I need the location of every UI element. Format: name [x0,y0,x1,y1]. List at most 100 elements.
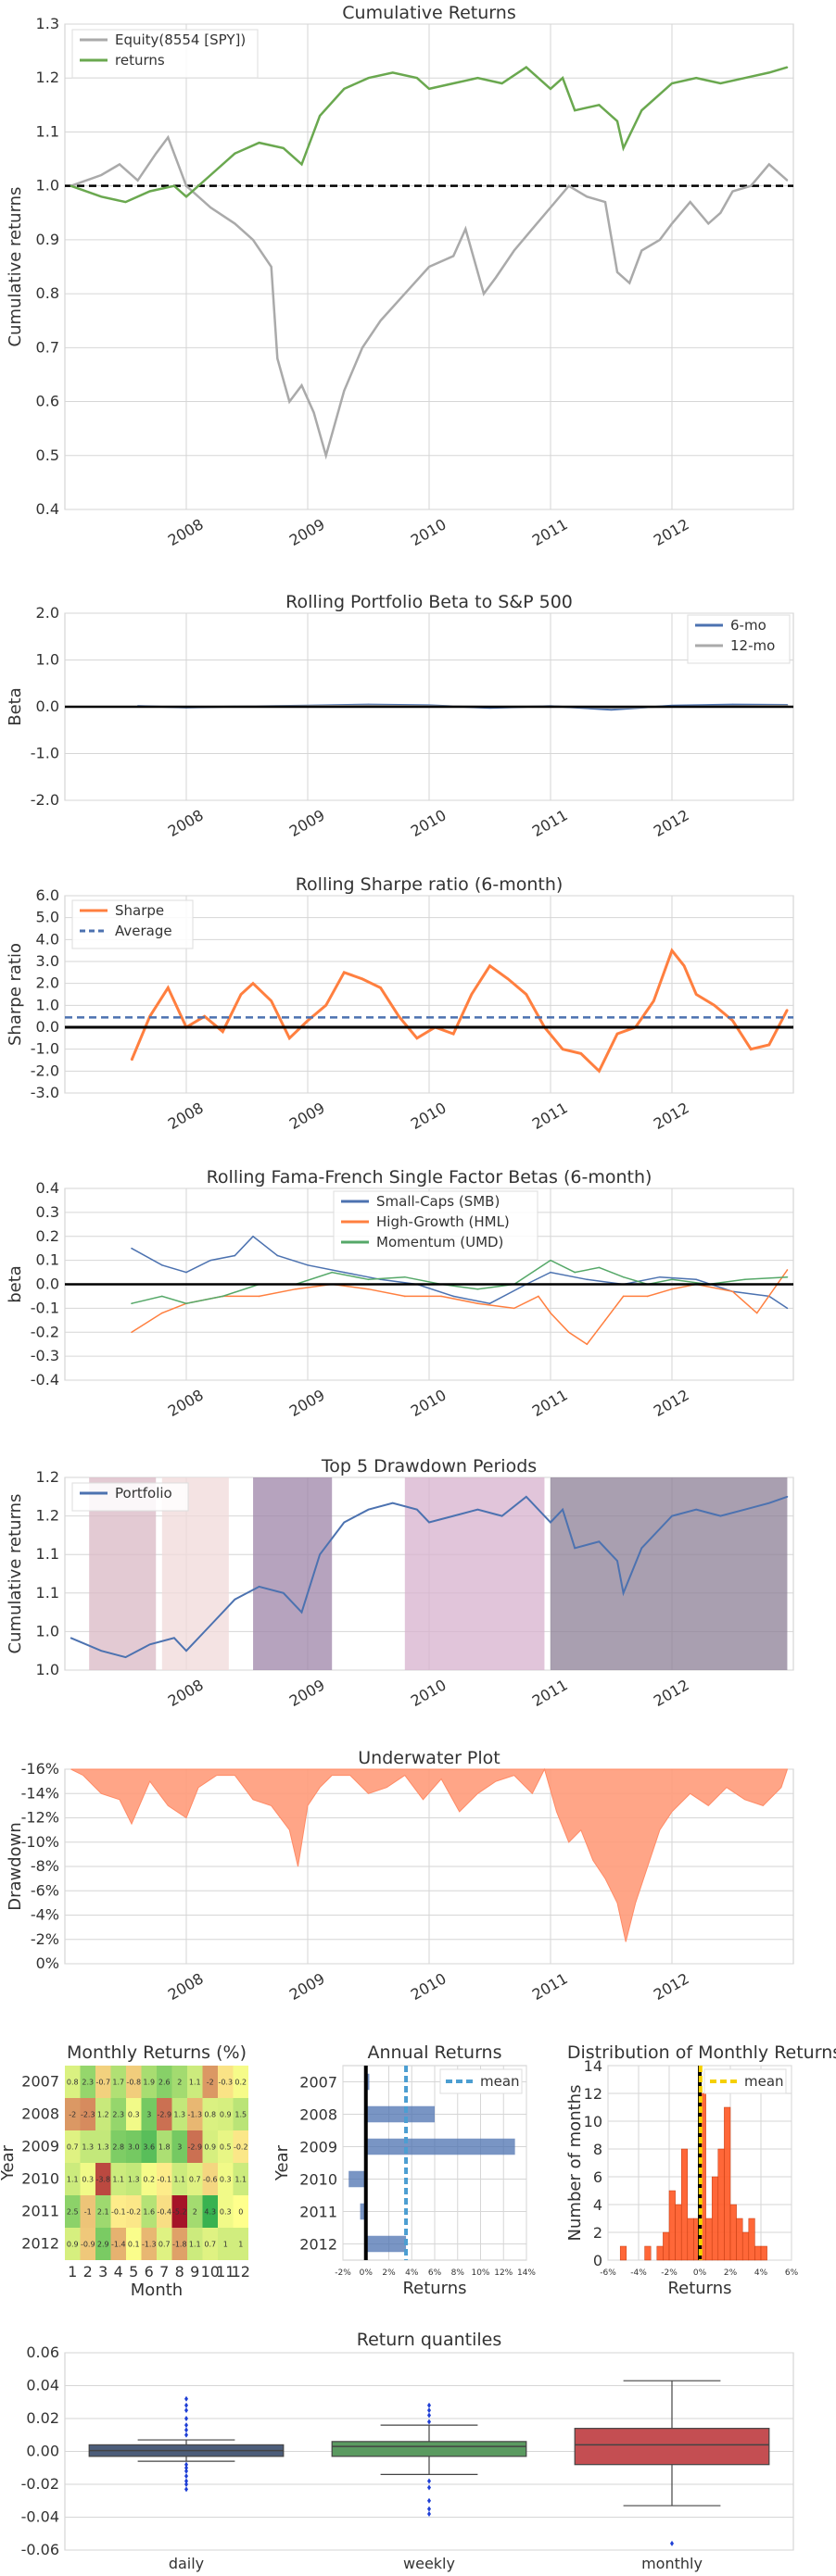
heatmap-cell-label: 0.5 [220,2143,232,2152]
data-point [550,1271,551,1274]
y-tick-label: 0.00 [26,2443,59,2460]
data-point [768,1502,770,1504]
heatmap-cell-label: 0.7 [204,2241,216,2249]
legend-label: Average [115,923,172,939]
outlier-point [427,2402,431,2408]
x-tick-label: 2012 [651,1099,692,1133]
heatmap-column-label: 3 [98,2263,108,2281]
y-tick-label: 2012 [299,2236,337,2254]
y-tick-label: -1.0 [31,745,59,762]
y-tick-label: -8% [31,1857,59,1875]
heatmap-column-label: 4 [114,2263,123,2281]
data-point [659,1527,661,1530]
y-tick-label: 0.7 [36,338,59,356]
data-point [276,358,279,359]
y-tick-label: 12 [584,2085,602,2103]
legend-box [71,1482,189,1512]
heatmap-column-label: 7 [159,2263,169,2281]
data-point [628,282,630,284]
data-point [652,999,655,1002]
heatmap-cell-label: -1.3 [142,2241,157,2249]
heatmap-cell [233,2130,248,2163]
heatmap-cell-label: 0 [238,2208,243,2217]
data-point [252,1235,254,1238]
heatmap-cell-label: 1.1 [173,2176,185,2184]
data-point [100,195,103,198]
heatmap-column-label: 2 [83,2263,93,2281]
data-point [750,1048,752,1050]
heatmap-cell-label: 0.3 [82,2176,94,2184]
heatmap-cell [171,2228,187,2260]
data-point [586,1278,589,1281]
data-point [167,986,170,989]
data-point [343,1521,346,1524]
chart-2-group [64,895,794,1094]
heatmap-cell [218,2098,234,2130]
outlier-point [427,2412,431,2419]
heatmap-cell [141,2163,157,2195]
heatmap-cell [171,2066,187,2098]
heatmap-column-label: 12 [232,2263,250,2281]
data-point [567,1331,570,1334]
y-tick-label: 2.0 [36,604,59,622]
data-point [428,88,430,90]
y-tick-label: 3.0 [36,952,59,970]
distribution-group [607,2065,792,2261]
y-tick-label: 1.2 [36,1507,59,1525]
y-tick-label: 2009 [299,2139,337,2156]
heatmap-cell-label: 1.2 [97,2111,109,2119]
heatmap-cell [65,2195,81,2228]
heatmap-cell [202,2163,218,2195]
data-point [604,201,606,203]
x-tick-label: 4% [405,2268,419,2278]
data-point [622,1275,625,1278]
data-point [131,1302,133,1304]
heatmap-cell [80,2195,95,2228]
data-point [731,1020,734,1022]
data-point [550,207,551,208]
chart-0-group [64,23,794,510]
heatmap-cell-label: 0.8 [67,2079,79,2087]
histogram-bar [748,2218,755,2261]
data-point [695,1508,697,1511]
outlier-point [670,2540,674,2546]
y-tick-label: 2.0 [36,974,59,992]
data-point [786,1496,789,1498]
box-monthly [574,2428,770,2466]
heatmap-cell [141,2098,157,2130]
data-point [283,147,285,149]
x-tick-label: 2% [724,2268,738,2278]
heatmap-cell-label: 3 [177,2143,182,2152]
data-point [185,1650,187,1652]
data-point [683,964,685,967]
heatmap-cell-label: 0.2 [234,2079,247,2087]
data-point [161,1295,163,1298]
heatmap-cell-label: 0.2 [143,2176,155,2184]
x-tick-label: 2009 [286,806,328,840]
y-tick-label: 0.4 [36,500,59,518]
chart-title: Annual Returns [367,2042,501,2063]
heatmap-cell-label: 0.7 [158,2241,171,2249]
heatmap-cell [95,2066,111,2098]
return-quantiles-group [64,2352,794,2551]
data-point [574,1547,576,1550]
heatmap-cell [141,2066,157,2098]
outlier-point [427,2484,431,2491]
histogram-bar [668,2190,676,2261]
heatmap-cell [187,2228,203,2260]
data-point [622,147,625,149]
histogram-bar [754,2245,762,2261]
data-point [131,1247,133,1250]
heatmap-cell [218,2195,234,2228]
data-point [743,1508,746,1511]
data-point [731,1290,734,1293]
heatmap-cell-label: -0.9 [81,2241,95,2249]
data-point [659,239,661,241]
outlier-point [427,2478,431,2484]
drawdown-period-band [551,1477,788,1670]
heatmap-cell [218,2066,234,2098]
y-tick-label: 0.3 [36,1203,59,1221]
histogram-bar [736,2218,743,2261]
heatmap-cell-label: 2.9 [97,2241,109,2249]
data-point [574,109,576,111]
